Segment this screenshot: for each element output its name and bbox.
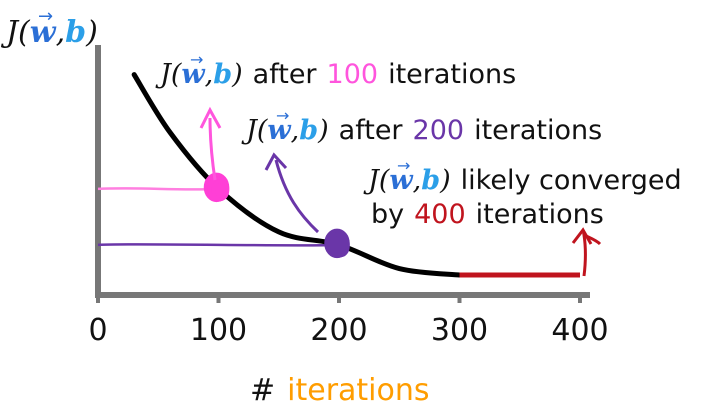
annotation-200: J(w,b) after 200 iterations →: [241, 106, 602, 146]
guide-line-0: [97, 186, 219, 191]
highlight-point-200-scribble-2: [332, 235, 350, 258]
y-axis-label-arrow: →: [38, 6, 53, 27]
highlight-point-100-scribble-2: [211, 179, 230, 202]
x-axis-label: # iterations: [250, 373, 430, 408]
svg-text:→: →: [276, 106, 289, 125]
guide-line-1: [97, 243, 340, 247]
svg-text:→: →: [397, 156, 410, 175]
svg-text:→: →: [190, 50, 203, 69]
purple-arrow-head: [264, 152, 288, 171]
x-tick-label-0: 0: [88, 313, 107, 348]
highlight-points: [203, 172, 350, 259]
x-tick-label-400: 400: [551, 313, 608, 348]
pink-arrow-head: [199, 106, 222, 129]
purple-arrow: [274, 159, 320, 234]
annotation-400: J(w,b) likely converged → by 400 iterations: [363, 156, 682, 230]
cost-curve: [131, 72, 462, 278]
pink-arrow: [208, 117, 217, 181]
red-arrow-head: [571, 227, 593, 245]
x-tick-labels: 0 100 200 300 400: [88, 292, 609, 348]
x-tick-label-100: 100: [190, 313, 247, 348]
x-tick-label-300: 300: [431, 313, 488, 348]
annotation-100: J(w,b) after 100 iterations →: [155, 50, 516, 90]
x-tick-label-200: 200: [310, 313, 367, 348]
red-arrow: [582, 232, 602, 277]
svg-text:J(w,b)likely converged: J(w,b) likely converged: [363, 165, 682, 196]
